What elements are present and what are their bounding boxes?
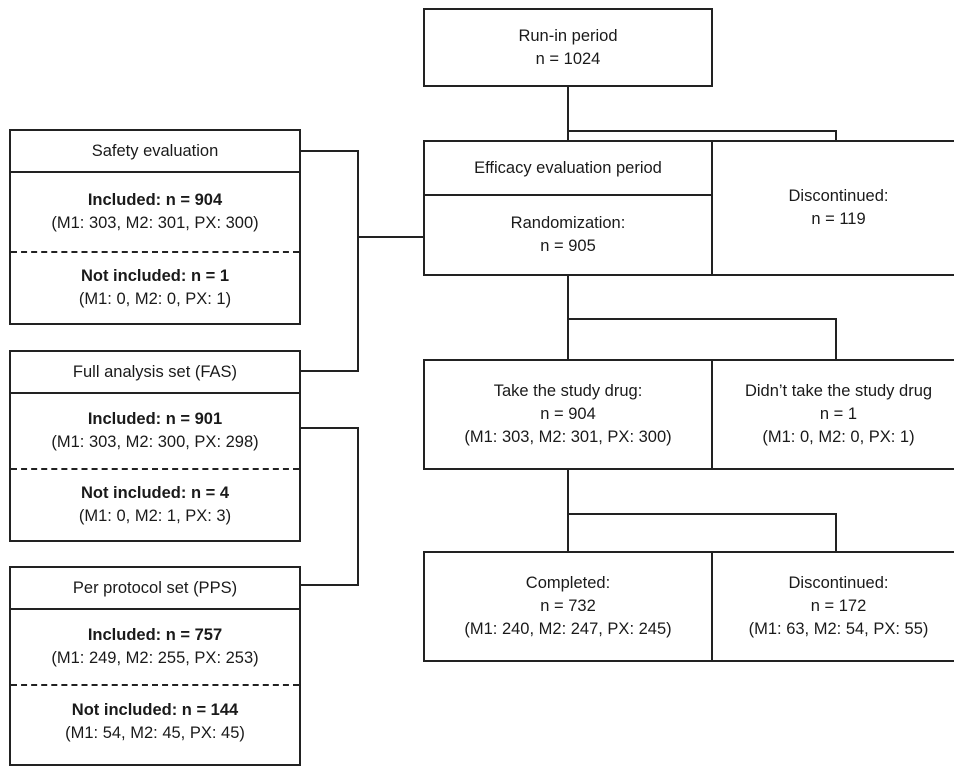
run-in-title: Run-in period (518, 26, 618, 45)
run-in-box: Run-in period n = 1024 (423, 8, 713, 87)
fas-not-included: Not included: n = 4 (80, 484, 230, 502)
no-drug-box: Didn’t take the study drug n = 1 (M1: 0,… (711, 359, 954, 470)
take-drug-detail: (M1: 303, M2: 301, PX: 300) (464, 428, 672, 446)
fas-title: Full analysis set (FAS) (72, 362, 238, 381)
no-drug-label: Didn’t take the study drug (744, 382, 933, 400)
safety-not-included-detail: (M1: 0, M2: 0, PX: 1) (78, 290, 232, 308)
completed-label: Completed: (525, 574, 611, 592)
safety-box: Safety evaluation Included: n = 904 (M1:… (9, 129, 301, 325)
efficacy-box: Efficacy evaluation period Randomization… (423, 140, 713, 276)
randomization-label: Randomization: (510, 214, 626, 232)
discontinued-top-label: Discontinued: (788, 187, 889, 205)
no-drug-detail: (M1: 0, M2: 0, PX: 1) (762, 428, 915, 446)
connector-fas (300, 237, 359, 372)
pps-box: Per protocol set (PPS) Included: n = 757… (9, 566, 301, 766)
pps-included: Included: n = 757 (87, 626, 223, 644)
pps-title: Per protocol set (PPS) (72, 578, 238, 597)
safety-included: Included: n = 904 (87, 191, 223, 209)
discontinued-bottom-box: Discontinued: n = 172 (M1: 63, M2: 54, P… (711, 551, 954, 662)
fas-not-included-detail: (M1: 0, M2: 1, PX: 3) (78, 507, 232, 525)
connector-take-branch (568, 513, 837, 552)
safety-not-included: Not included: n = 1 (80, 267, 230, 285)
pps-not-included: Not included: n = 144 (71, 701, 239, 719)
no-drug-n: n = 1 (819, 405, 858, 423)
fas-included: Included: n = 901 (87, 410, 223, 428)
take-drug-n: n = 904 (540, 405, 596, 423)
randomization-n: n = 905 (540, 237, 596, 255)
take-drug-label: Take the study drug: (493, 382, 643, 400)
discontinued-bottom-detail: (M1: 63, M2: 54, PX: 55) (748, 620, 929, 638)
connector-safety (300, 150, 359, 237)
completed-detail: (M1: 240, M2: 247, PX: 245) (464, 620, 672, 638)
discontinued-bottom-n: n = 172 (810, 597, 867, 615)
take-drug-box: Take the study drug: n = 904 (M1: 303, M… (423, 359, 713, 470)
safety-included-detail: (M1: 303, M2: 301, PX: 300) (51, 214, 259, 232)
safety-title: Safety evaluation (91, 141, 219, 160)
discontinued-top-box: Discontinued: n = 119 (711, 140, 954, 276)
connector-fas-pps (300, 427, 359, 586)
connector-efficacy-branch (568, 318, 837, 360)
discontinued-top-n: n = 119 (811, 210, 866, 228)
discontinued-bottom-label: Discontinued: (788, 574, 889, 592)
efficacy-title: Efficacy evaluation period (474, 158, 662, 177)
pps-not-included-detail: (M1: 54, M2: 45, PX: 45) (65, 724, 245, 742)
fas-included-detail: (M1: 303, M2: 300, PX: 298) (51, 433, 259, 451)
completed-box: Completed: n = 732 (M1: 240, M2: 247, PX… (423, 551, 713, 662)
fas-box: Full analysis set (FAS) Included: n = 90… (9, 350, 301, 542)
connector-runin-branch (567, 86, 837, 141)
run-in-n: n = 1024 (535, 49, 601, 68)
pps-included-detail: (M1: 249, M2: 255, PX: 253) (51, 649, 259, 667)
completed-n: n = 732 (540, 597, 596, 615)
